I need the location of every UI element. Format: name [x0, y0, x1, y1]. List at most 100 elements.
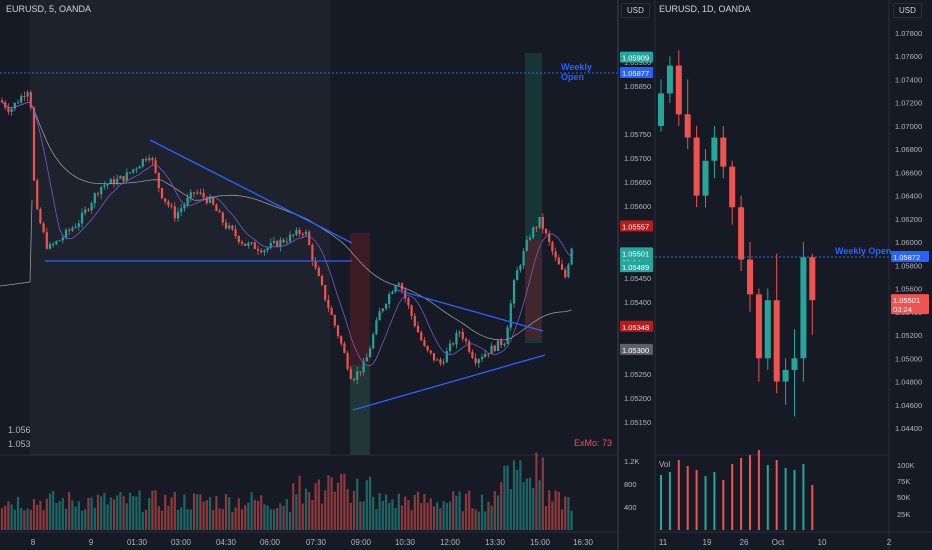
volume-bar — [103, 492, 106, 530]
daily-price-tick: 1.06000 — [895, 238, 922, 247]
current-price: 1.05501 — [622, 249, 649, 258]
daily-chart-canvas[interactable]: 1.059001.058501.057501.057001.056501.056… — [619, 0, 932, 550]
candle-body — [541, 216, 544, 230]
candle-body — [176, 211, 180, 219]
candle-body — [404, 289, 407, 299]
volume-bar — [352, 490, 356, 530]
candle-body — [324, 285, 327, 300]
volume-bar — [122, 496, 125, 530]
volume-bar — [61, 498, 64, 530]
candle-body — [295, 230, 298, 235]
volume-bar — [557, 491, 560, 530]
volume-bar — [58, 500, 61, 530]
candle-body — [10, 108, 13, 113]
candle-body — [52, 244, 55, 246]
volume-bar — [304, 488, 308, 530]
candle-body — [330, 308, 333, 316]
volume-bar — [29, 509, 32, 530]
volume-bar — [13, 509, 16, 530]
candle-body — [496, 340, 500, 351]
daily-candle-body — [782, 369, 789, 382]
pane-divider[interactable] — [617, 0, 619, 550]
daily-candle-body — [702, 160, 709, 196]
volume-bar — [237, 498, 240, 530]
volume-bar — [192, 493, 196, 530]
volume-bar — [116, 495, 119, 530]
volume-bar — [295, 494, 298, 530]
volume-bar — [388, 502, 391, 530]
triangle-lower-line — [352, 354, 546, 411]
volume-bar — [231, 511, 234, 530]
candle-body — [448, 343, 452, 352]
intraday-chart-canvas[interactable]: 8 9 01:30 03:00 04:30 06:00 07:30 09:00 10:30 12:… — [0, 0, 617, 550]
volume-bar — [0, 508, 4, 530]
candle-body — [564, 269, 567, 278]
candle-body — [132, 169, 135, 173]
candle-body — [522, 250, 525, 266]
candle-body — [298, 230, 301, 234]
volume-bar — [288, 511, 292, 530]
daily-candle-body — [791, 358, 798, 370]
volume-bar — [442, 501, 445, 530]
candle-body — [138, 166, 141, 169]
candle-body — [13, 102, 16, 109]
candle-body — [157, 172, 160, 189]
candle-body — [308, 231, 311, 246]
volume-bar — [436, 502, 439, 530]
candle-body — [400, 283, 404, 290]
candle-body — [512, 280, 516, 304]
candle-body — [269, 242, 272, 248]
intraday-chart-pane[interactable]: 8 9 01:30 03:00 04:30 06:00 07:30 09:00 10:30 12:… — [0, 0, 617, 550]
candle-body — [212, 196, 215, 205]
volume-bar — [548, 490, 551, 530]
right-currency-button[interactable]: USD — [893, 3, 922, 18]
volume-bar — [333, 491, 336, 530]
volume-bar — [109, 497, 112, 530]
volume-bar — [407, 500, 410, 530]
candle-body — [452, 343, 455, 345]
daily-time-tick: 26 — [740, 538, 749, 547]
volume-bar — [455, 495, 458, 530]
volume-bar — [87, 497, 90, 530]
candle-body — [436, 359, 439, 361]
daily-candle-body — [755, 294, 762, 359]
volume-bar — [448, 501, 452, 530]
triangle-upper-line — [396, 289, 544, 332]
volume-bar — [276, 508, 279, 530]
volume-bar — [144, 509, 148, 530]
volume-bar — [266, 505, 269, 530]
volume-bar — [346, 489, 349, 530]
candle-body — [276, 240, 279, 247]
volume-bar — [164, 494, 167, 530]
volume-bar — [410, 509, 413, 530]
price-tag-5-bg — [620, 261, 653, 273]
volume-bar — [151, 490, 154, 530]
candle-body — [16, 102, 20, 104]
candle-body — [282, 239, 285, 243]
volume-bar — [311, 499, 314, 530]
candle-body — [148, 158, 151, 161]
candle-body — [362, 361, 365, 373]
volume-bar — [228, 497, 231, 530]
daily-candle-body — [684, 114, 691, 138]
candle-body — [80, 212, 84, 224]
left-currency-button[interactable]: USD — [621, 3, 650, 18]
volume-bar — [234, 507, 237, 530]
candle-body — [183, 204, 186, 209]
volume-bar — [272, 509, 276, 530]
candle-body — [20, 95, 23, 103]
volume-bar — [567, 497, 570, 530]
time-tick-label: 04:30 — [216, 538, 237, 547]
volume-bar — [404, 496, 407, 530]
candle-body — [173, 206, 176, 219]
volume-bar — [10, 504, 13, 530]
candle-body — [64, 229, 68, 238]
volume-bar — [215, 495, 218, 530]
volume-bar — [343, 473, 346, 530]
volume-bar — [480, 494, 484, 530]
volume-bar — [487, 501, 490, 530]
candle-body — [58, 240, 61, 242]
daily-chart-pane[interactable]: 1.059001.058501.057501.057001.056501.056… — [619, 0, 932, 550]
candle-body — [96, 193, 100, 195]
volume-bar — [362, 501, 365, 530]
